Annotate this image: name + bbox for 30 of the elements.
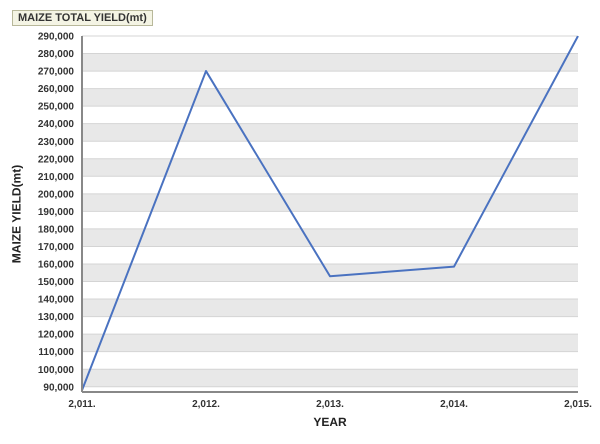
y-tick-label: 250,000 xyxy=(38,102,74,113)
y-tick-label: 150,000 xyxy=(38,277,74,288)
y-tick-label: 260,000 xyxy=(38,84,74,96)
y-tick-label: 90,000 xyxy=(43,382,74,394)
x-tick-label: 2,011. xyxy=(68,399,96,410)
x-tick-label: 2,015. xyxy=(564,399,592,410)
x-tick-label: 2,014. xyxy=(440,399,468,410)
y-tick-label: 190,000 xyxy=(38,206,74,218)
y-tick-label: 110,000 xyxy=(38,347,74,358)
y-tick-label: 280,000 xyxy=(38,49,74,60)
y-tick-label: 230,000 xyxy=(38,136,74,148)
y-tick-label: 290,000 xyxy=(38,32,74,43)
y-tick-label: 180,000 xyxy=(38,224,74,236)
y-tick-label: 160,000 xyxy=(38,260,74,271)
x-tick-label: 2,013. xyxy=(316,399,344,410)
y-tick-label: 170,000 xyxy=(38,242,74,253)
y-tick-label: 220,000 xyxy=(38,154,74,166)
y-tick-label: 100,000 xyxy=(38,364,74,376)
y-tick-label: 210,000 xyxy=(38,172,74,183)
chart-title: MAIZE TOTAL YIELD(mt) xyxy=(12,10,153,26)
y-tick-label: 240,000 xyxy=(38,119,74,130)
y-tick-label: 120,000 xyxy=(38,330,74,341)
y-tick-label: 140,000 xyxy=(38,294,74,306)
y-tick-label: 270,000 xyxy=(38,66,74,78)
y-tick-label: 200,000 xyxy=(38,189,74,200)
line-series xyxy=(81,36,579,392)
x-tick-label: 2,012. xyxy=(192,399,220,410)
y-tick-label: 130,000 xyxy=(38,312,74,324)
y-axis-title: MAIZE YIELD(mt) xyxy=(9,164,24,264)
x-axis-title: YEAR xyxy=(313,415,347,429)
